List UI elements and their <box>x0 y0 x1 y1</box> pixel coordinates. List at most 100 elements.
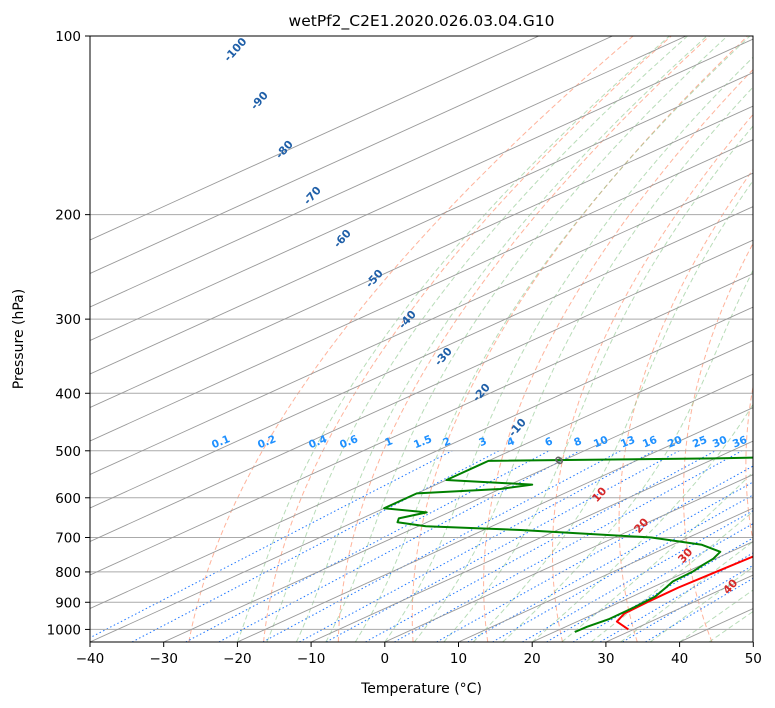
mixing-ratio-label: 8 <box>572 435 583 449</box>
mixing-ratio-label: 2 <box>441 435 452 449</box>
x-tick-label: 10 <box>450 651 467 667</box>
isotherm-line <box>90 273 753 576</box>
isotherm-line <box>310 440 753 642</box>
isotherm-label: 40 <box>720 576 740 596</box>
x-tick-label: −40 <box>76 651 105 667</box>
dry-adiabat-line <box>483 68 753 642</box>
isotherm-line <box>679 608 753 642</box>
mixing-ratio-label: 20 <box>666 434 684 451</box>
mixing-ratio-label: 25 <box>691 434 709 451</box>
mixing-ratio-label: 0.4 <box>307 433 329 451</box>
dry-adiabat-line <box>618 168 753 642</box>
y-tick-label: 200 <box>55 208 81 224</box>
y-tick-label: 400 <box>55 386 81 402</box>
x-tick-label: 50 <box>745 651 762 667</box>
x-tick-label: 20 <box>524 651 541 667</box>
mixing-ratio-label: 16 <box>641 434 659 451</box>
isotherm-line <box>384 474 753 642</box>
mixing-ratio-label: 10 <box>592 434 610 451</box>
x-tick-label: −30 <box>149 651 178 667</box>
moist-adiabat-line <box>236 36 670 642</box>
temperature-profile-line <box>615 555 753 631</box>
isotherm-line <box>90 206 753 509</box>
isotherm-label: 20 <box>631 515 651 535</box>
plot-area: 0.1 0.2 0.4 0.6 1 1.5 2 3 4 6 8 10 13 16 20 25 30 36-100-… <box>90 36 775 642</box>
dry-adiabat-line <box>411 36 748 642</box>
moist-adiabats <box>236 36 753 642</box>
mixing-ratio-label: 0.6 <box>338 433 360 451</box>
mixing-ratio-label: 0.2 <box>256 433 278 451</box>
plot-frame <box>89 35 754 643</box>
isotherm-line <box>90 172 753 475</box>
x-tick-label: 40 <box>671 651 688 667</box>
dry-adiabat-line <box>188 36 634 642</box>
isotherm-line <box>90 139 753 442</box>
dry-adiabat-line <box>263 36 672 642</box>
y-tick-label: 100 <box>55 29 81 45</box>
mixing-ratio-line <box>622 564 753 642</box>
isotherm-label: -70 <box>301 184 324 208</box>
isotherm-line <box>90 340 753 642</box>
mixing-ratio-line <box>299 450 655 642</box>
dry-adiabats <box>188 36 753 642</box>
axes-ticks: −40 −30 −20 −10 0 10 20 30 40 5010020030040050060… <box>47 29 762 667</box>
isotherm-line <box>90 36 687 308</box>
moist-adiabat-line <box>590 510 753 642</box>
isotherm-line <box>90 72 753 375</box>
isotherm-line <box>458 507 753 642</box>
pressure-gridlines <box>90 214 753 630</box>
isotherm-label: 10 <box>589 484 609 504</box>
mixing-ratio-line <box>546 523 753 642</box>
profile-series <box>383 456 753 633</box>
moist-adiabat-line <box>354 36 751 642</box>
x-axis-label: Temperature (°C) <box>360 681 482 697</box>
isotherm-label: 0 <box>552 453 567 468</box>
isotherm-label: -90 <box>248 89 271 113</box>
chart-title: wetPf2_C2E1.2020.026.03.04.G10 <box>289 12 555 31</box>
isotherms <box>90 36 775 642</box>
x-tick-label: 30 <box>597 651 614 667</box>
mixing-ratio-label: 0.1 <box>210 433 232 451</box>
moist-adiabat-line <box>325 36 728 642</box>
dry-adiabat-line <box>552 113 753 642</box>
mixing-ratio-line <box>436 465 753 642</box>
mixing-ratio-line <box>572 537 753 642</box>
moist-adiabat-line <box>384 56 753 642</box>
mixing-ratio-label: 6 <box>543 435 554 449</box>
moist-adiabat-line <box>443 125 753 642</box>
y-tick-label: 500 <box>55 444 81 460</box>
isotherm-line <box>753 36 775 642</box>
isotherm-label: 30 <box>675 545 695 565</box>
mixing-ratio-line <box>90 450 453 639</box>
isotherm-line <box>90 36 613 274</box>
y-tick-label: 900 <box>55 595 81 611</box>
mixing-ratio-line <box>365 450 716 642</box>
moist-adiabat-line <box>502 269 753 642</box>
isotherm-line <box>90 38 753 341</box>
isotherm-label: -40 <box>396 308 419 332</box>
x-tick-label: 0 <box>381 651 390 667</box>
dewpoint-profile-line <box>383 456 753 633</box>
mixing-ratio-line <box>492 494 753 642</box>
x-tick-label: −20 <box>223 651 252 667</box>
isotherm-label: -80 <box>273 138 296 162</box>
mixing-ratio-label: 36 <box>731 434 749 451</box>
isotherm-label: -50 <box>363 267 386 291</box>
y-tick-label: 600 <box>55 491 81 507</box>
isotherm-line <box>90 239 753 542</box>
isotherm-label: -60 <box>331 227 354 251</box>
isotherm-line <box>163 373 753 642</box>
mixing-ratio-label: 1 <box>383 435 394 449</box>
isotherm-line <box>90 105 753 408</box>
moist-adiabat-line <box>679 589 753 642</box>
moist-adiabat-line <box>561 471 753 642</box>
moist-adiabat-line <box>472 179 753 642</box>
y-tick-label: 800 <box>55 565 81 581</box>
isotherm-line <box>90 306 753 609</box>
x-tick-label: −10 <box>297 651 326 667</box>
mixing-ratio-line <box>325 450 680 642</box>
mixing-ratio-label: 13 <box>619 434 637 451</box>
mixing-ratio-label: 30 <box>711 434 729 451</box>
y-axis-label: Pressure (hPa) <box>11 289 27 389</box>
